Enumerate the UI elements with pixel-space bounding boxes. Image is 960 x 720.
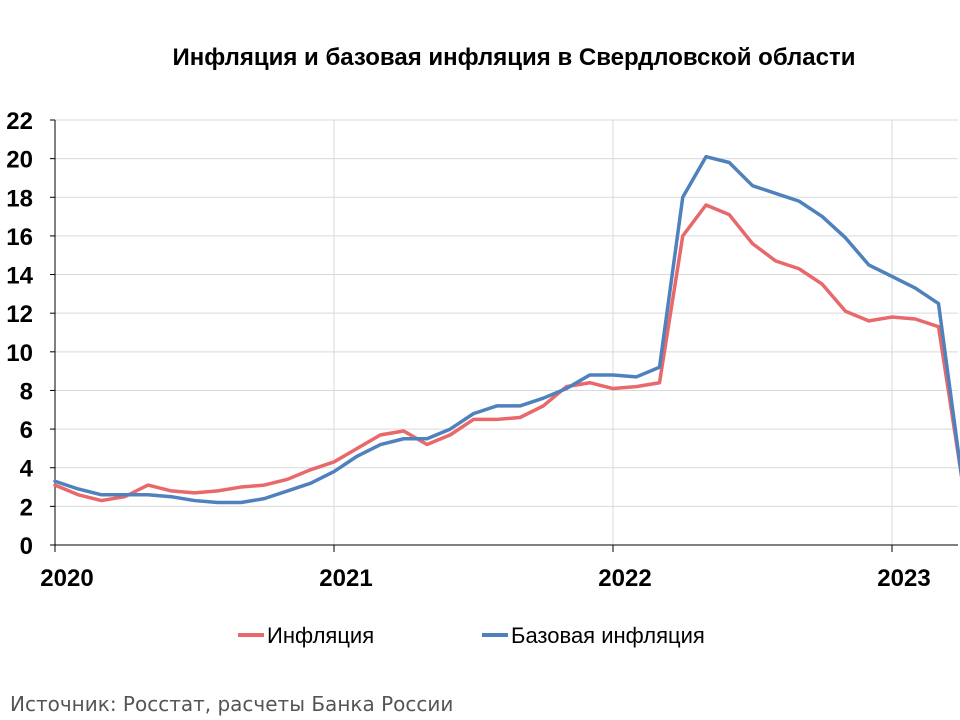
legend-label: Инфляция — [267, 623, 374, 648]
axes — [50, 119, 958, 552]
y-tick-label: 2 — [20, 494, 33, 521]
x-tick-label: 2022 — [598, 565, 651, 592]
y-tick-label: 22 — [6, 108, 33, 135]
grid-lines — [54, 119, 958, 545]
y-tick-label: 10 — [6, 340, 33, 367]
x-axis-ticks: 2020 2021 2022 2023 — [40, 565, 930, 592]
y-tick-label: 0 — [20, 533, 33, 560]
legend-label: Базовая инфляция — [511, 623, 705, 648]
y-tick-label: 18 — [6, 185, 33, 212]
y-tick-label: 14 — [6, 263, 33, 290]
y-axis-ticks: 0 2 4 6 8 10 12 14 16 18 20 22 — [6, 108, 33, 560]
legend: Инфляция Базовая инфляция — [238, 623, 705, 648]
x-tick-label: 2020 — [40, 565, 93, 592]
y-tick-label: 4 — [20, 456, 34, 483]
series-line-inflation — [53, 203, 960, 503]
y-tick-label: 6 — [20, 417, 33, 444]
y-tick-label: 12 — [6, 301, 33, 328]
y-tick-label: 8 — [20, 378, 33, 405]
y-tick-label: 20 — [6, 147, 33, 174]
x-tick-label: 2023 — [877, 565, 930, 592]
y-tick-label: 16 — [6, 224, 33, 251]
series-line-core-inflation — [53, 154, 960, 505]
x-tick-label: 2021 — [319, 565, 372, 592]
source-note: Источник: Росстат, расчеты Банка России — [10, 692, 454, 716]
chart-title: Инфляция и базовая инфляция в Свердловск… — [172, 44, 856, 71]
series-lines — [53, 154, 960, 505]
